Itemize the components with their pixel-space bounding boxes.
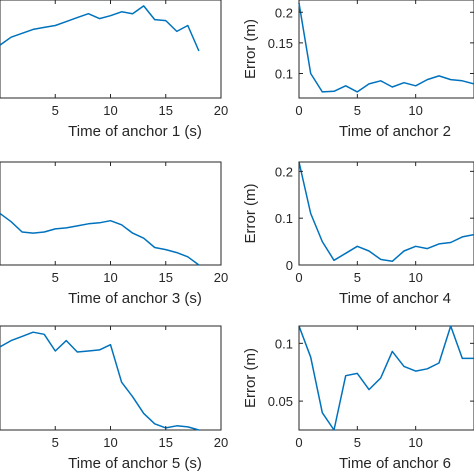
y-axis-label: Error (m) xyxy=(242,184,259,244)
y-tick-label: 0.1 xyxy=(275,211,293,226)
x-tick-label: 0 xyxy=(295,270,302,285)
data-line xyxy=(0,331,200,431)
x-tick-label: 10 xyxy=(103,103,117,118)
y-tick-label: 0.05 xyxy=(268,394,293,409)
plot-frame xyxy=(298,161,474,266)
x-tick-label: 5 xyxy=(354,435,361,450)
x-tick-label: 5 xyxy=(52,435,59,450)
x-tick-label: 10 xyxy=(408,435,422,450)
x-tick-label: 0 xyxy=(295,103,302,118)
y-axis-label: Error (m) xyxy=(242,19,259,79)
x-axis-label: Time of anchor 5 (s) xyxy=(68,455,202,472)
subplot-anchor-5: 5 10 15 20 Time of anchor 5 (s) xyxy=(0,325,228,472)
y-tick-label: 0 xyxy=(286,258,293,273)
x-axis-label: Time of anchor 2 xyxy=(339,123,451,140)
data-line xyxy=(298,161,474,263)
subplot-anchor-4: 0 5 10 0 0.1 0.2 Time of anchor 4 Error (m) xyxy=(242,161,474,307)
subplot-anchor-6: 0 5 10 0.05 0.1 Time of anchor 6 Error (m) xyxy=(242,325,474,472)
x-axis-label: Time of anchor 1 (s) xyxy=(68,123,202,140)
y-tick-label: 0.1 xyxy=(275,336,293,351)
x-axis-label: Time of anchor 3 (s) xyxy=(68,290,202,307)
y-tick-label: 0.15 xyxy=(268,36,293,51)
y-tick-label: 0.1 xyxy=(275,67,293,82)
x-tick-label: 0 xyxy=(295,435,302,450)
x-tick-label: 15 xyxy=(159,103,173,118)
data-line xyxy=(298,2,474,93)
x-axis-label: Time of anchor 6 xyxy=(339,455,451,472)
x-tick-label: 15 xyxy=(159,270,173,285)
x-tick-label: 15 xyxy=(159,435,173,450)
x-tick-label: 10 xyxy=(408,270,422,285)
plot-frame xyxy=(0,0,222,99)
y-axis-label: Error (m) xyxy=(242,348,259,408)
x-axis-label: Time of anchor 4 xyxy=(339,290,451,307)
x-tick-label: 5 xyxy=(52,270,59,285)
x-tick-label: 10 xyxy=(103,435,117,450)
subplot-anchor-1: 5 10 15 20 Time of anchor 1 (s) xyxy=(0,0,228,140)
plot-frame xyxy=(0,161,222,266)
x-tick-label: 20 xyxy=(214,435,228,450)
x-tick-label: 5 xyxy=(354,270,361,285)
x-tick-label: 10 xyxy=(103,270,117,285)
data-line xyxy=(0,5,200,52)
x-tick-label: 20 xyxy=(214,103,228,118)
x-tick-label: 5 xyxy=(52,103,59,118)
y-tick-label: 0.2 xyxy=(275,164,293,179)
subplot-anchor-2: 0 5 10 0.1 0.15 0.2 Time of anchor 2 Error (m) xyxy=(242,0,474,140)
subplot-anchor-3: 5 10 15 20 Time of anchor 3 (s) xyxy=(0,161,228,307)
plot-frame xyxy=(298,325,474,431)
x-tick-label: 10 xyxy=(408,103,422,118)
x-tick-label: 20 xyxy=(214,270,228,285)
y-tick-label: 0.2 xyxy=(275,5,293,20)
data-line xyxy=(0,212,200,266)
plot-frame xyxy=(0,325,222,431)
data-line xyxy=(298,325,474,431)
plot-frame xyxy=(298,0,474,99)
x-tick-label: 5 xyxy=(354,103,361,118)
